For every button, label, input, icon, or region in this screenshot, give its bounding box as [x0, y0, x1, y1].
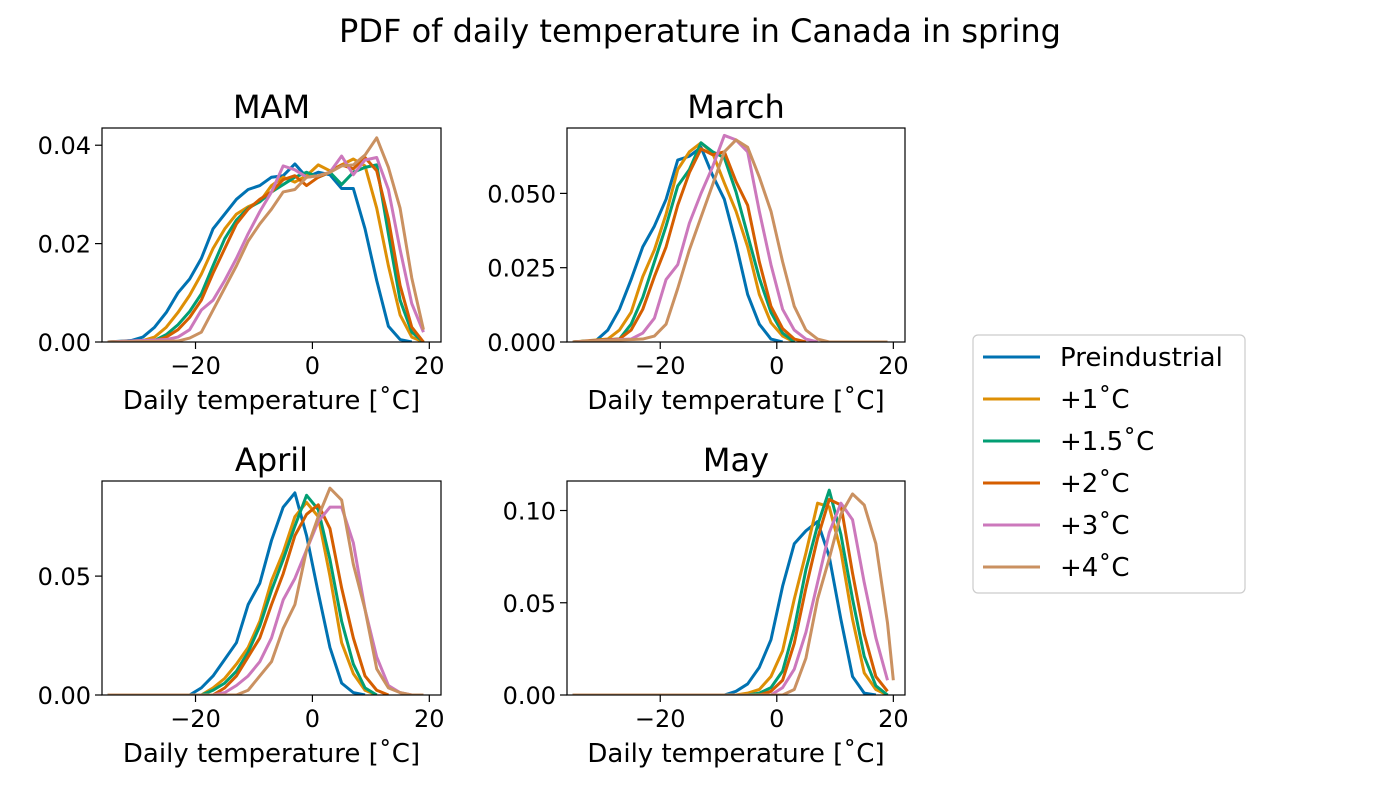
- y-tick-label: 0.04: [38, 132, 91, 160]
- y-tick-label: 0.00: [503, 682, 556, 710]
- y-tick-label: 0.10: [503, 498, 556, 526]
- figure-title: PDF of daily temperature in Canada in sp…: [339, 12, 1061, 50]
- series-lines: [107, 486, 424, 695]
- legend-item: +1.5˚C: [983, 427, 1154, 457]
- x-tick-label: −20: [635, 705, 686, 733]
- x-tick-label: 20: [878, 352, 909, 380]
- subplot-title: April: [235, 441, 308, 479]
- subplot-2: −20 0 20 0.00 0.05 April Daily temperature [˚C…: [38, 441, 445, 769]
- x-tick-label: 20: [878, 705, 909, 733]
- x-tick-label: −20: [170, 352, 221, 380]
- series-lines: [572, 133, 888, 342]
- series-line-3: [107, 503, 389, 695]
- x-tick-label: 0: [305, 352, 320, 380]
- x-axis-label: Daily temperature [˚C]: [123, 386, 420, 416]
- series-line-4: [572, 501, 889, 695]
- legend-label: Preindustrial: [1060, 343, 1223, 373]
- series-line-4: [572, 133, 818, 342]
- y-tick-label: 0.02: [38, 231, 91, 259]
- x-tick-label: −20: [635, 352, 686, 380]
- x-tick-label: 0: [769, 705, 784, 733]
- series-line-2: [572, 141, 796, 342]
- legend-label: +1˚C: [1060, 385, 1129, 415]
- series-line-5: [572, 492, 895, 695]
- series-line-2: [107, 163, 425, 342]
- legend-item: +2˚C: [983, 469, 1129, 499]
- legend-label: +2˚C: [1060, 469, 1129, 499]
- series-line-0: [107, 162, 413, 342]
- x-axis-label: Daily temperature [˚C]: [587, 386, 884, 416]
- series-lines: [107, 136, 425, 342]
- series-line-1: [572, 141, 795, 342]
- y-tick-label: 0.00: [38, 329, 91, 357]
- series-line-4: [107, 154, 425, 342]
- series-line-0: [572, 520, 877, 695]
- series-line-3: [572, 147, 807, 342]
- y-tick-label: 0.05: [503, 590, 556, 618]
- subplot-3: −20 0 20 0.00 0.05 0.10 May Daily temperature […: [503, 441, 909, 769]
- subplot-title: March: [687, 88, 785, 126]
- axes-frame: [566, 127, 906, 343]
- series-line-5: [572, 138, 888, 342]
- y-tick-label: 0.00: [38, 682, 91, 710]
- series-lines: [572, 488, 895, 695]
- subplot-title: May: [703, 441, 769, 479]
- series-line-0: [107, 491, 366, 695]
- x-tick-label: 20: [414, 705, 445, 733]
- y-tick-label: 0.025: [487, 255, 556, 283]
- subplot-0: −20 0 20 0.00 0.02 0.04 MAM Daily temperature […: [38, 88, 445, 416]
- series-line-5: [107, 486, 424, 695]
- subplots: −20 0 20 0.00 0.02 0.04 MAM Daily temperature […: [38, 88, 909, 769]
- subplot-title: MAM: [233, 88, 310, 126]
- legend-item: +3˚C: [983, 511, 1129, 541]
- subplot-1: −20 0 20 0.000 0.025 0.050 March Daily temperat…: [487, 88, 908, 416]
- legend: Preindustrial +1˚C +1.5˚C +2˚C +3˚C +4˚C: [972, 334, 1246, 594]
- x-tick-label: 20: [414, 352, 445, 380]
- series-line-3: [572, 497, 889, 695]
- x-tick-label: 0: [769, 352, 784, 380]
- series-line-1: [107, 500, 378, 695]
- series-line-2: [107, 493, 378, 695]
- y-tick-label: 0.000: [487, 329, 556, 357]
- series-line-5: [107, 136, 425, 342]
- legend-label: +3˚C: [1060, 511, 1129, 541]
- legend-item: Preindustrial: [983, 343, 1223, 373]
- legend-frame: [972, 334, 1246, 594]
- legend-label: +4˚C: [1060, 553, 1129, 583]
- y-tick-label: 0.050: [487, 180, 556, 208]
- x-tick-label: 0: [305, 705, 320, 733]
- y-tick-label: 0.05: [38, 563, 91, 591]
- legend-item: +4˚C: [983, 553, 1129, 583]
- series-line-2: [572, 488, 889, 695]
- legend-label: +1.5˚C: [1060, 427, 1154, 457]
- series-line-4: [107, 505, 413, 695]
- x-axis-label: Daily temperature [˚C]: [587, 739, 884, 769]
- axes-frame: [101, 480, 442, 696]
- x-tick-label: −20: [170, 705, 221, 733]
- legend-item: +1˚C: [983, 385, 1129, 415]
- series-line-1: [107, 157, 425, 342]
- series-line-1: [572, 501, 889, 695]
- axes-frame: [566, 480, 906, 696]
- x-axis-label: Daily temperature [˚C]: [123, 739, 420, 769]
- series-line-3: [107, 156, 425, 342]
- axes-frame: [101, 127, 442, 343]
